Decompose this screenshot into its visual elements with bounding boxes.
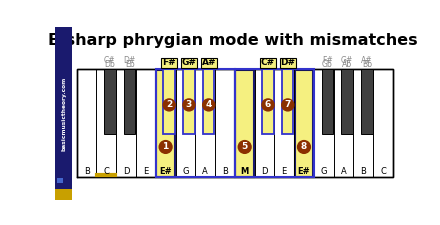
Text: 5: 5	[242, 142, 248, 151]
Text: C: C	[380, 167, 386, 176]
Text: E: E	[282, 167, 287, 176]
Bar	[235, 69, 314, 177]
Text: B: B	[222, 167, 228, 176]
Bar	[156, 69, 235, 177]
Circle shape	[281, 98, 294, 112]
Text: Gb: Gb	[322, 60, 333, 69]
Circle shape	[182, 98, 196, 112]
Text: B: B	[360, 167, 366, 176]
Circle shape	[238, 140, 252, 154]
Bar	[161, 58, 177, 68]
Text: C#: C#	[261, 58, 275, 67]
Circle shape	[202, 98, 216, 112]
Bar	[156, 70, 175, 177]
Text: F#: F#	[322, 56, 333, 65]
Bar	[282, 69, 293, 134]
Bar	[295, 70, 313, 177]
Text: D#: D#	[124, 56, 136, 65]
Text: B: B	[84, 167, 89, 176]
Bar	[55, 189, 72, 200]
Text: Eb: Eb	[125, 60, 135, 69]
Bar	[341, 69, 353, 134]
Text: E: E	[143, 167, 148, 176]
Text: C#: C#	[104, 56, 116, 65]
Text: 8: 8	[301, 142, 307, 151]
Text: D: D	[261, 167, 268, 176]
Bar	[163, 69, 175, 134]
Bar	[203, 69, 214, 134]
Bar	[361, 69, 373, 134]
Bar	[77, 69, 393, 177]
Text: Ab: Ab	[342, 60, 352, 69]
Bar	[55, 27, 72, 200]
Text: A#: A#	[202, 58, 216, 67]
Text: 3: 3	[186, 100, 192, 109]
Text: E#: E#	[159, 167, 172, 176]
Circle shape	[297, 140, 311, 154]
Text: F#: F#	[162, 58, 176, 67]
Text: 1: 1	[162, 142, 169, 151]
Circle shape	[158, 140, 173, 154]
Text: A#: A#	[361, 56, 373, 65]
Bar	[322, 69, 333, 134]
Text: G: G	[182, 167, 189, 176]
Text: G: G	[320, 167, 327, 176]
Text: G#: G#	[182, 58, 196, 67]
Text: A: A	[202, 167, 208, 176]
Bar	[260, 58, 276, 68]
Bar	[104, 69, 116, 134]
Text: A: A	[341, 167, 346, 176]
Text: basicmusictheory.com: basicmusictheory.com	[61, 77, 66, 151]
Text: E-sharp phrygian mode with mismatches: E-sharp phrygian mode with mismatches	[48, 33, 418, 48]
Bar	[124, 69, 136, 134]
Text: C: C	[103, 167, 109, 176]
Text: E#: E#	[297, 167, 310, 176]
Text: 2: 2	[166, 100, 172, 109]
Bar	[57, 178, 63, 183]
Bar	[235, 70, 254, 177]
Circle shape	[162, 98, 176, 112]
Bar	[280, 58, 296, 68]
Text: M: M	[241, 167, 249, 176]
Text: Db: Db	[105, 60, 115, 69]
Bar	[181, 58, 197, 68]
Text: 4: 4	[205, 100, 212, 109]
Text: Bb: Bb	[362, 60, 372, 69]
Circle shape	[261, 98, 275, 112]
Bar	[201, 58, 217, 68]
Bar	[183, 69, 194, 134]
Bar	[262, 69, 274, 134]
Text: 6: 6	[265, 100, 271, 109]
Text: G#: G#	[341, 56, 353, 65]
Text: D#: D#	[280, 58, 295, 67]
Text: D: D	[123, 167, 129, 176]
Text: 7: 7	[285, 100, 291, 109]
